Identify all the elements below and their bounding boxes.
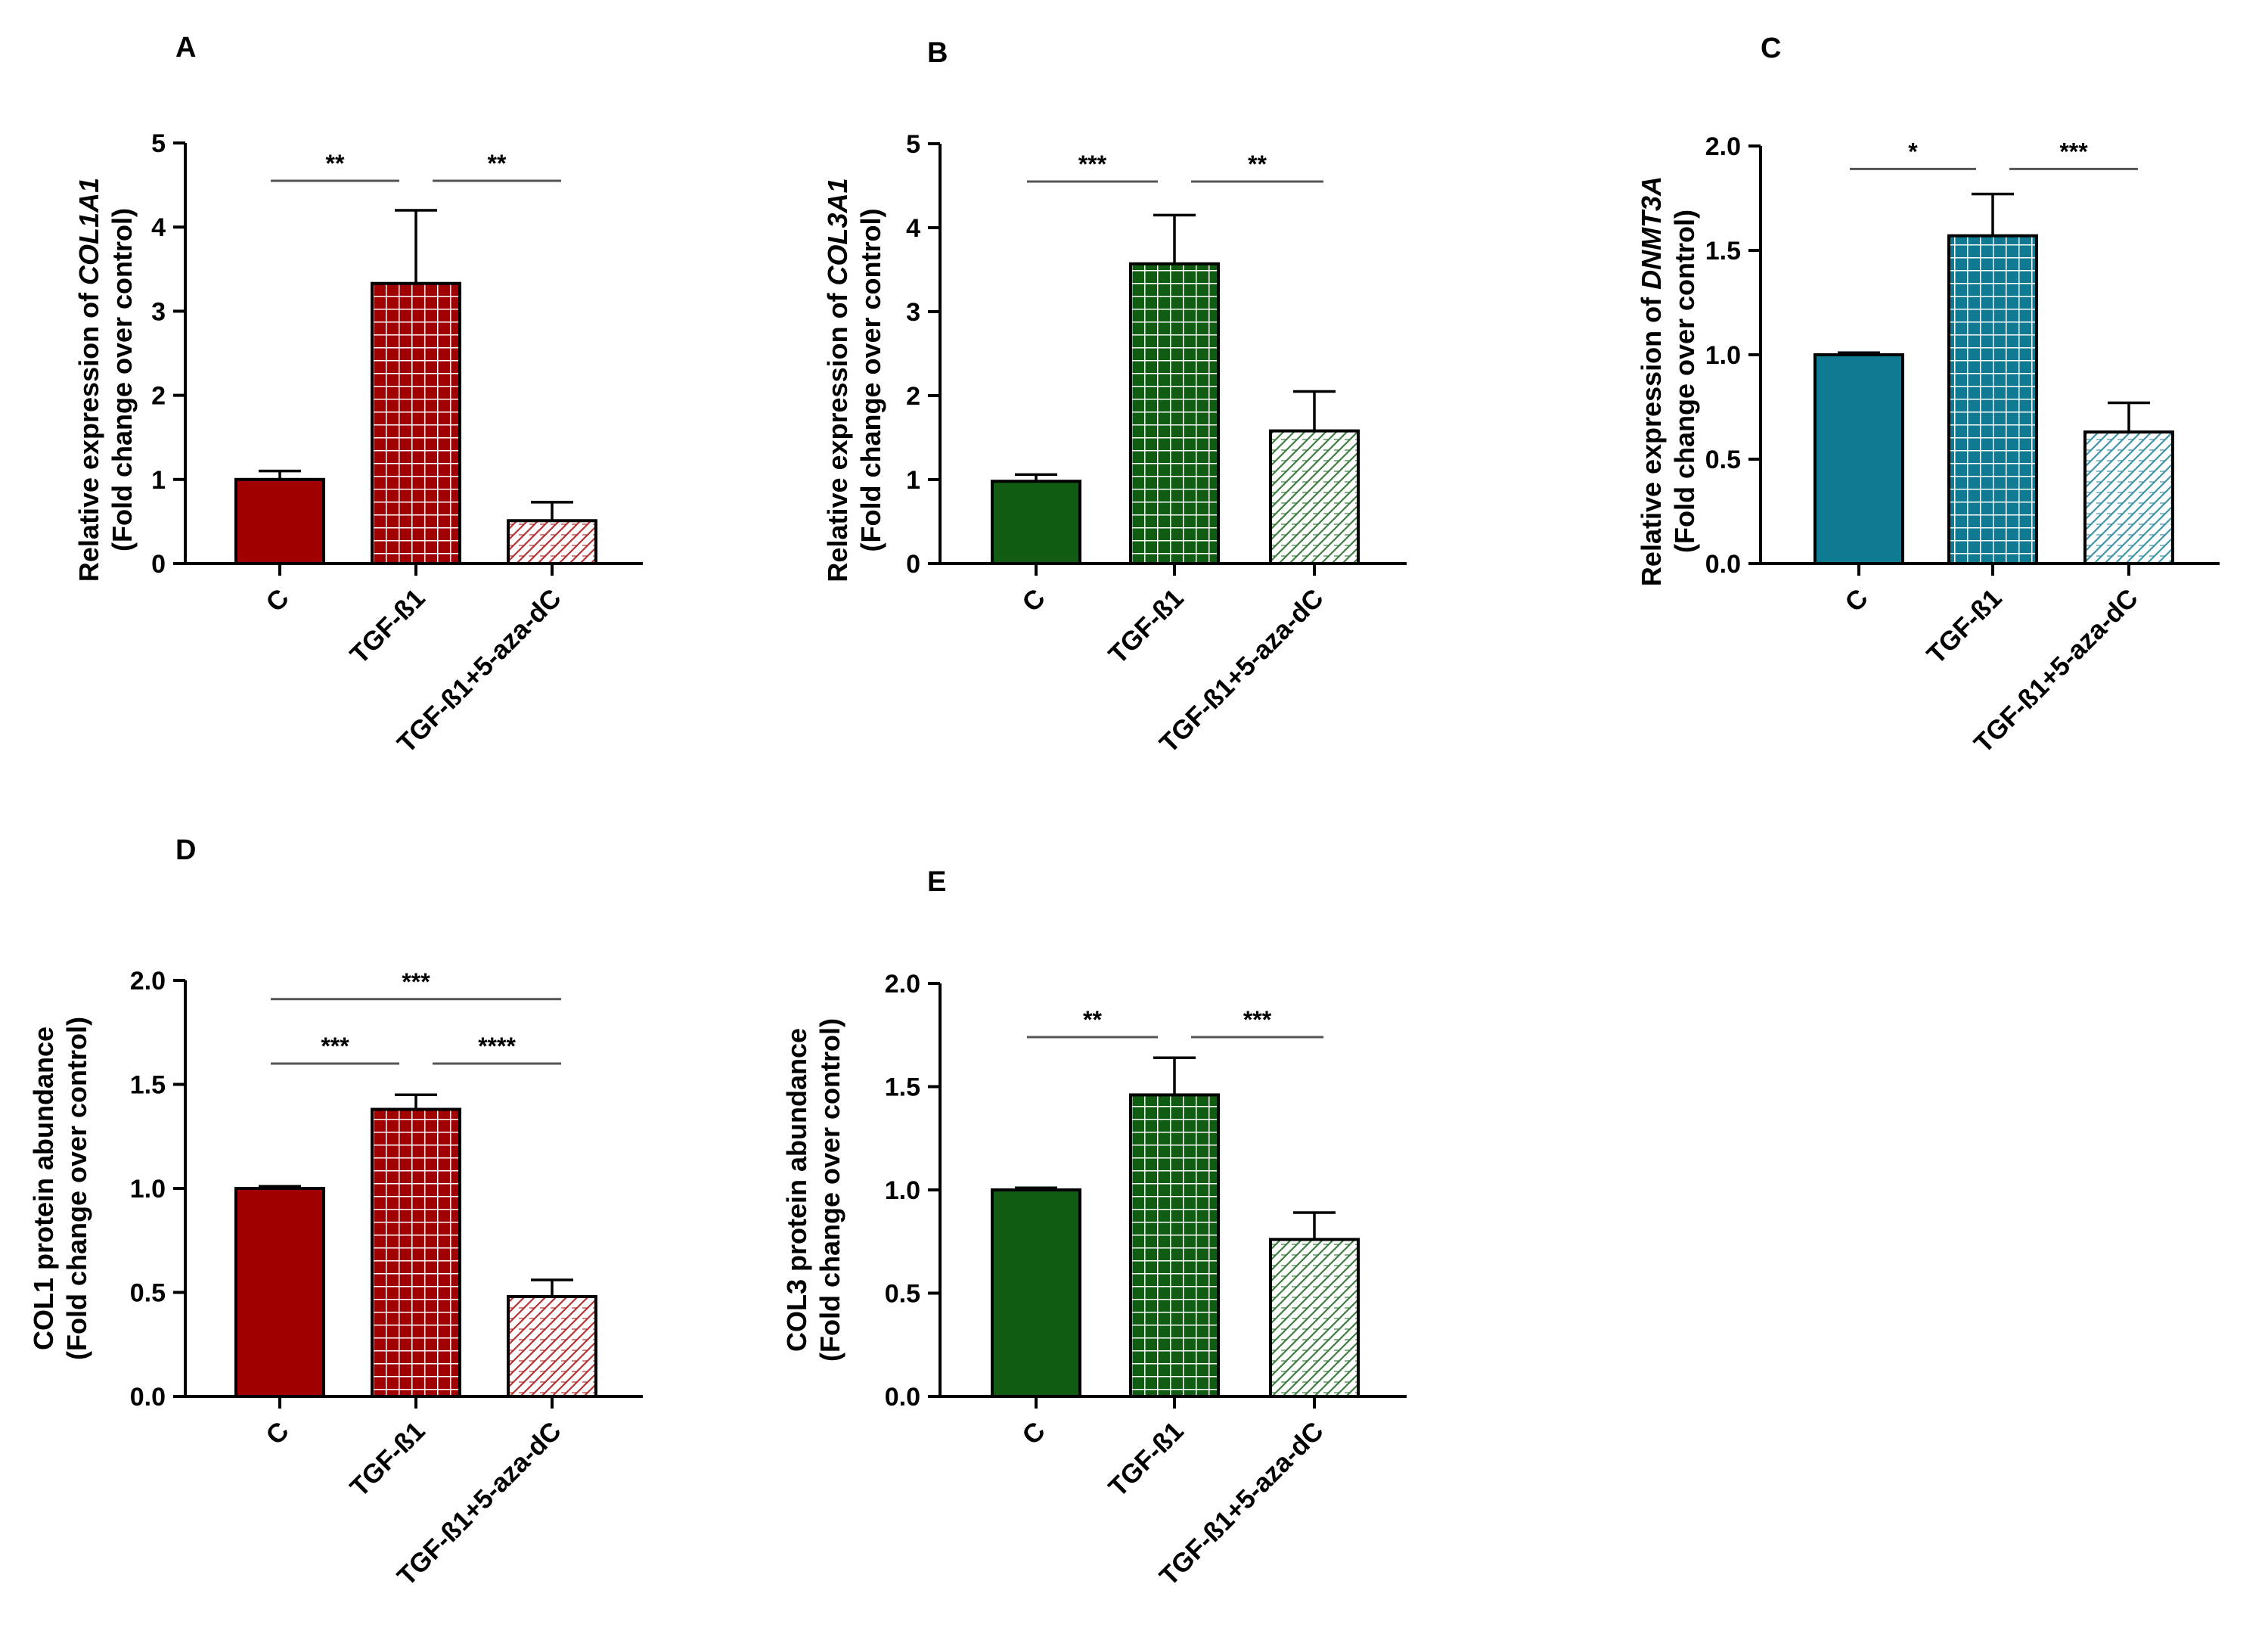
y-axis-label-prefix: Relative expression of [822,285,853,582]
panel-label: D [175,834,196,866]
y-tick-label: 0.5 [1705,446,1741,474]
panel-label: B [927,37,948,69]
panel-label: C [1761,33,1781,64]
significance-label: ** [488,150,507,177]
bar-tgf-1-5-aza-dc [507,1295,597,1398]
x-tick-label: C [1016,1416,1050,1450]
bar-c [234,477,325,565]
significance-label: *** [321,1033,349,1060]
y-axis-label-gene: DNMT3A [1636,176,1667,290]
y-tick-label: 2.0 [130,967,166,995]
y-axis-label: Relative expression of COL1A1(Fold chang… [73,178,138,582]
y-axis-label-line2: (Fold change over control) [855,208,886,551]
bar-tgf-1-5-aza-dc [1269,1238,1360,1399]
y-tick-label: 0 [906,550,920,579]
y-tick-label: 0.0 [1705,550,1741,579]
x-tick-label: TGF-ß1 [1921,583,2007,669]
significance-label: *** [402,968,430,995]
bar-tgf-1-5-aza-dc [507,519,597,566]
y-axis-label-line1: COL1 protein abundance [28,1027,59,1350]
significance-label: *** [2059,138,2088,165]
bar-c [1813,353,1904,565]
y-tick-label: 3 [906,298,920,327]
y-tick-label: 2.0 [1705,132,1741,161]
y-axis-label-line2: (Fold change over control) [1669,210,1700,553]
panel-label: A [175,32,196,64]
bar-tgf-1 [1129,262,1220,565]
y-tick-label: 1.5 [1705,237,1741,266]
y-axis-label-line1: Relative expression of COL1A1 [73,178,104,582]
x-tick-label: TGF-ß1 [1103,583,1189,669]
bar-c [991,480,1081,565]
y-axis-label-line2: (Fold change over control) [814,1018,845,1362]
y-tick-label: 1.5 [130,1071,166,1100]
panel-a: A 0 1 2 3 4 5 Relative expression of COL1A1(Fol… [73,32,643,759]
y-tick-label: 0.5 [885,1280,920,1309]
y-axis-label-prefix: COL1 protein abundance [28,1027,59,1350]
y-axis-label-gene: COL3A1 [822,178,853,285]
y-tick-label: 2 [906,382,920,411]
y-axis-label-prefix: Relative expression of [1636,290,1667,586]
y-tick-label: 4 [151,213,166,242]
y-tick-label: 1.0 [1705,341,1741,370]
y-axis-label-prefix: COL3 protein abundance [781,1028,812,1352]
significance-label: **** [478,1033,516,1060]
y-tick-label: 1 [151,466,166,495]
x-tick-label: C [260,1416,294,1450]
y-tick-label: 2 [151,382,166,411]
y-tick-label: 0.0 [885,1383,920,1412]
y-axis-label-gene: COL1A1 [73,178,104,285]
y-tick-label: 3 [151,297,166,326]
panel-d: D 0.0 0.5 1.0 1.5 2.0 COL1 protein abundance(F… [28,834,643,1592]
y-tick-label: 1.0 [130,1175,166,1204]
y-axis-label: Relative expression of DNMT3A(Fold chang… [1636,176,1700,586]
significance-label: *** [1078,151,1107,178]
y-tick-label: 1.0 [885,1176,920,1205]
significance-label: ** [326,150,345,177]
panel-label: E [927,866,946,898]
x-tick-label: C [1839,583,1873,617]
x-tick-label: TGF-ß1 [1103,1416,1189,1502]
y-axis-label: COL3 protein abundance(Fold change over … [781,1018,845,1362]
bar-c [991,1188,1081,1398]
y-axis-label-line2: (Fold change over control) [61,1017,92,1360]
x-tick-label: TGF-ß1 [344,583,430,669]
x-tick-label: C [1016,583,1050,617]
bar-tgf-1 [1129,1093,1220,1399]
x-tick-label: C [260,583,294,617]
y-tick-label: 0.0 [130,1383,166,1412]
y-tick-label: 1 [906,466,920,495]
y-tick-label: 5 [906,130,920,159]
y-tick-label: 4 [906,214,920,243]
y-tick-label: 0.5 [130,1279,166,1308]
y-axis-label: Relative expression of COL3A1(Fold chang… [822,178,886,582]
y-tick-label: 1.5 [885,1073,920,1102]
panel-e: E 0.0 0.5 1.0 1.5 2.0 COL3 protein abundance(F… [781,866,1407,1592]
y-axis-label: COL1 protein abundance(Fold change over … [28,1017,92,1360]
y-tick-label: 5 [151,129,166,158]
y-axis-label-line1: Relative expression of DNMT3A [1636,176,1667,586]
y-tick-label: 2.0 [885,970,920,999]
bar-tgf-1 [371,281,461,565]
y-axis-label-prefix: Relative expression of [73,285,104,582]
significance-label: ** [1083,1006,1102,1033]
significance-label: *** [1243,1006,1272,1033]
bar-tgf-1-5-aza-dc [1269,429,1360,565]
y-axis-label-line1: COL3 protein abundance [781,1028,812,1352]
x-tick-label: TGF-ß1 [344,1416,430,1502]
significance-label: * [1908,138,1918,165]
y-axis-label-line2: (Fold change over control) [107,208,138,551]
significance-label: ** [1248,151,1267,178]
panel-b: B 0 1 2 3 4 5 Relative expression of COL3A1(Fol… [822,37,1407,759]
bar-tgf-1-5-aza-dc [2083,430,2174,565]
bar-tgf-1 [371,1107,461,1398]
y-tick-label: 0 [151,550,166,579]
y-axis-label-line1: Relative expression of COL3A1 [822,178,853,582]
bar-tgf-1 [1947,234,2038,565]
bar-c [234,1187,325,1398]
